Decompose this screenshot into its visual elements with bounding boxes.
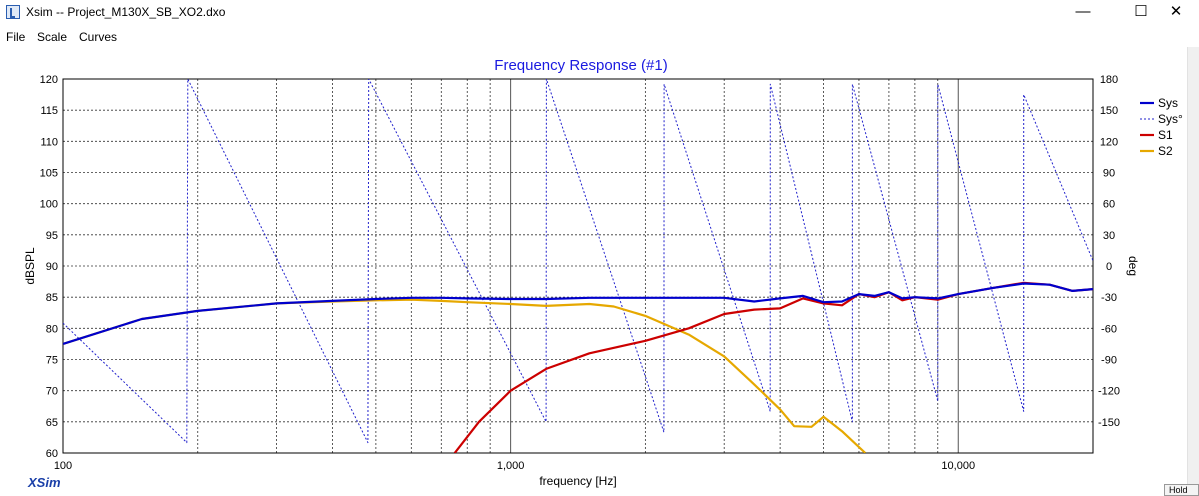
x-tick-label: 10,000 [941, 460, 975, 472]
x-tick-label: 1,000 [497, 460, 525, 472]
legend-label: Sys [1158, 96, 1178, 110]
brand-logo: XSim [27, 475, 61, 490]
y2-tick-label: -120 [1098, 386, 1120, 398]
x-tick-label: 100 [54, 460, 72, 472]
menu-file[interactable]: File [6, 30, 26, 44]
y2-tick-label: 180 [1100, 74, 1118, 86]
y2-tick-label: 60 [1103, 199, 1115, 211]
y2-axis-label: deg [1126, 256, 1140, 276]
y2-tick-label: 90 [1103, 168, 1115, 180]
menu-curves[interactable]: Curves [79, 30, 118, 44]
y-tick-label: 80 [46, 323, 58, 335]
close-button[interactable]: ✕ [1169, 3, 1183, 20]
legend-label: S2 [1158, 144, 1173, 158]
y-tick-label: 75 [46, 355, 58, 367]
y-tick-label: 60 [46, 448, 58, 460]
y-tick-label: 115 [40, 105, 58, 117]
x-axis: 100 1,000 10,000 [54, 460, 975, 472]
menu-scale[interactable]: Scale [37, 30, 68, 44]
vertical-scrollbar[interactable] [1187, 47, 1199, 495]
curves [63, 79, 1093, 453]
y2-tick-label: 0 [1106, 261, 1112, 273]
legend[interactable]: Sys Sys° S1 S2 [1140, 96, 1183, 158]
y2-tick-label: -150 [1098, 417, 1120, 429]
app-icon [6, 5, 20, 19]
y-tick-label: 90 [46, 261, 58, 273]
y-tick-label: 85 [46, 292, 58, 304]
y-tick-label: 95 [46, 230, 58, 242]
hold-button[interactable]: Hold [1164, 484, 1199, 496]
y2-tick-label: 30 [1103, 230, 1115, 242]
y-tick-label: 70 [46, 386, 58, 398]
x-axis-label: frequency [Hz] [539, 474, 616, 488]
menu-bar: File Scale Curves [0, 27, 1199, 47]
title-bar: Xsim -- Project_M130X_SB_XO2.dxo — ☐ ✕ [0, 0, 1199, 26]
y2-tick-label: -90 [1101, 355, 1117, 367]
y2-tick-label: 120 [1100, 136, 1118, 148]
legend-label: S1 [1158, 128, 1173, 142]
minimize-button[interactable]: — [1075, 3, 1091, 20]
y-tick-label: 100 [40, 199, 58, 211]
y2-tick-label: -30 [1101, 292, 1117, 304]
y-axis-right: 180 150 120 90 60 30 0 -30 -60 -90 -120 -150 [1098, 74, 1120, 429]
y-tick-label: 105 [40, 168, 58, 180]
chart-background [0, 47, 1186, 495]
series-line-sys [63, 282, 1093, 345]
window-title: Xsim -- Project_M130X_SB_XO2.dxo [26, 5, 226, 19]
y2-tick-label: 150 [1100, 105, 1118, 117]
y-tick-label: 110 [40, 136, 58, 148]
y-tick-label: 65 [46, 417, 58, 429]
y-axis-left: 60 65 70 75 80 85 90 95 100 105 110 115 120 [40, 74, 58, 460]
legend-label: Sys° [1158, 112, 1183, 126]
plot-frame [62, 78, 1094, 454]
y-tick-label: 120 [40, 74, 58, 86]
y2-tick-label: -60 [1101, 323, 1117, 335]
frequency-response-chart: Frequency Response (#1) 60 65 70 75 80 85 90 95… [0, 47, 1186, 495]
maximize-button[interactable]: ☐ [1134, 3, 1148, 20]
chart-title: Frequency Response (#1) [494, 57, 667, 74]
y-axis-label: dBSPL [23, 247, 37, 285]
series-line-sys-phase [63, 79, 1093, 444]
